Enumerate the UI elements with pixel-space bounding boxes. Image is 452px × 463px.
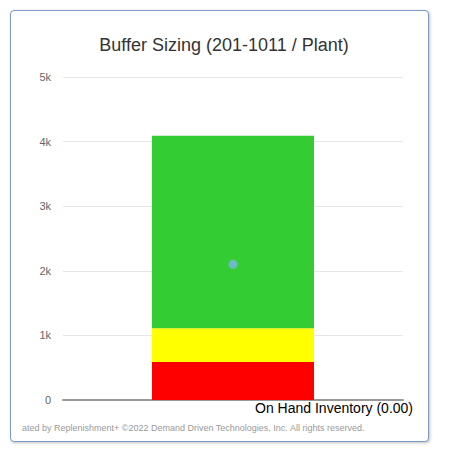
svg-text:Buffer Sizing (201-1011 / Plan: Buffer Sizing (201-1011 / Plant): [99, 35, 348, 55]
svg-text:0: 0: [45, 394, 51, 406]
svg-text:On Hand Inventory (0.00): On Hand Inventory (0.00): [255, 400, 413, 416]
svg-text:3k: 3k: [39, 200, 51, 212]
svg-text:1k: 1k: [39, 329, 51, 341]
svg-text:2k: 2k: [39, 265, 51, 277]
svg-text:4k: 4k: [39, 136, 51, 148]
svg-text:ated by Replenishment+ ©2022 D: ated by Replenishment+ ©2022 Demand Driv…: [22, 423, 364, 433]
svg-text:5k: 5k: [39, 71, 51, 83]
